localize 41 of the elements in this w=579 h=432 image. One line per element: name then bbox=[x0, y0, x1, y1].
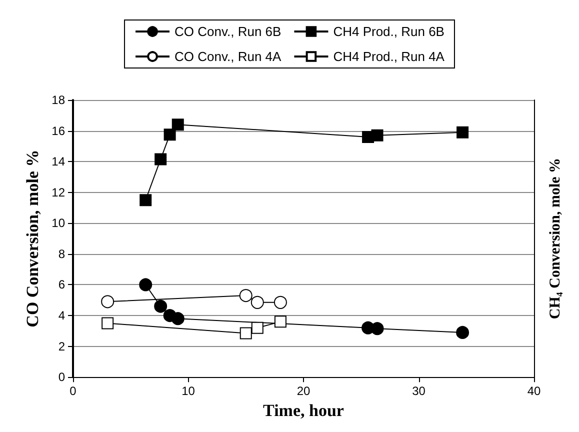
y-tick-label: 0 bbox=[58, 370, 66, 384]
point bbox=[251, 322, 264, 334]
legend-label: CH4 Prod., Run 6B bbox=[333, 24, 444, 39]
x-tick-label: 40 bbox=[527, 384, 541, 398]
y-tick-label: 14 bbox=[52, 154, 66, 169]
point bbox=[154, 153, 167, 166]
point bbox=[101, 295, 114, 308]
y-tick-label: 12 bbox=[52, 185, 66, 200]
y-tick-label: 16 bbox=[52, 124, 66, 138]
y-tick-label: 10 bbox=[52, 216, 66, 230]
point bbox=[102, 317, 114, 330]
x-tick-label: 20 bbox=[296, 384, 310, 398]
y-tick-label: 8 bbox=[58, 246, 66, 261]
point bbox=[250, 296, 264, 309]
x-axis-title: Time, hour bbox=[263, 401, 344, 420]
point bbox=[456, 126, 469, 138]
point bbox=[164, 128, 176, 141]
point bbox=[140, 194, 152, 206]
point bbox=[239, 289, 252, 302]
point bbox=[274, 316, 286, 328]
y-tick-label: 18 bbox=[52, 93, 66, 107]
x-tick-label: 0 bbox=[70, 384, 77, 398]
y-tick-label: 4 bbox=[58, 308, 66, 323]
point bbox=[456, 326, 470, 339]
y2-axis-title: CH₄ Conversion, mole % bbox=[548, 158, 564, 320]
point bbox=[370, 322, 384, 336]
point bbox=[139, 278, 152, 292]
point bbox=[172, 118, 184, 131]
y-axis-title: CO Conversion, mole % bbox=[22, 150, 42, 328]
point bbox=[240, 327, 252, 340]
point bbox=[274, 296, 287, 309]
point bbox=[371, 129, 384, 142]
legend-label: CH4 Prod., Run 4A bbox=[333, 49, 445, 64]
legend-label: CO Conv., Run 4A bbox=[174, 49, 282, 64]
y-tick-label: 2 bbox=[58, 339, 66, 354]
y-tick-label: 6 bbox=[58, 278, 66, 292]
point bbox=[171, 312, 184, 326]
x-tick-label: 10 bbox=[182, 384, 196, 398]
x-tick-label: 30 bbox=[412, 384, 426, 398]
legend-label: CO Conv., Run 6B bbox=[174, 24, 282, 39]
point bbox=[154, 300, 168, 313]
